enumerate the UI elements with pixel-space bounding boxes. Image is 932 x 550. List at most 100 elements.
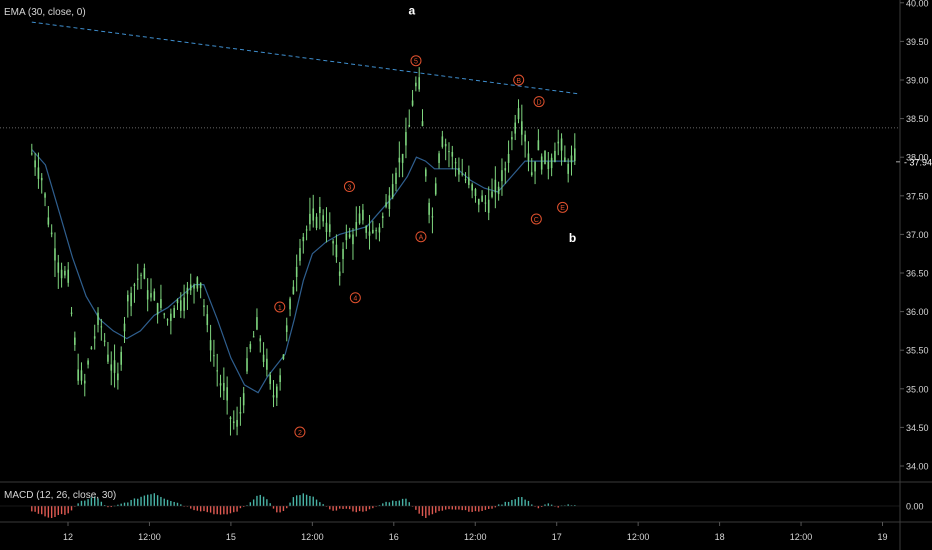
candle (269, 371, 271, 390)
macd-bar (504, 501, 506, 506)
candle (368, 214, 371, 250)
macd-bar (272, 506, 275, 509)
macd-bar (117, 504, 119, 506)
macd-bar (47, 506, 50, 518)
candle (146, 278, 149, 312)
candle (299, 238, 301, 266)
ema-line (31, 149, 575, 394)
macd-bar (524, 499, 526, 506)
candle (477, 198, 480, 213)
macd-bar (236, 506, 238, 512)
candle (156, 302, 159, 324)
candle (193, 283, 195, 304)
macd-bar (279, 506, 281, 513)
macd-bar (550, 504, 553, 506)
candle (385, 194, 387, 209)
x-tick-label: 15 (226, 532, 236, 542)
macd-bar (378, 505, 381, 506)
candle (259, 335, 262, 353)
candle (540, 153, 543, 175)
candle (309, 197, 311, 231)
candle (358, 205, 361, 225)
macd-bar (140, 496, 142, 506)
candle (166, 318, 169, 326)
macd-bar (34, 506, 36, 512)
macd-bar (276, 506, 278, 513)
candle (252, 330, 255, 338)
candle (176, 298, 179, 310)
wave-marker-circle (294, 426, 306, 438)
candle (395, 167, 397, 192)
wave-marker-circle (410, 55, 422, 67)
candle (74, 331, 76, 351)
candle (107, 342, 109, 364)
macd-bar (289, 502, 291, 506)
macd-bar (87, 499, 89, 506)
candle (511, 131, 513, 151)
x-tick-label: 12:00 (790, 532, 813, 542)
macd-bar (266, 499, 268, 506)
candle (521, 104, 523, 146)
candle (179, 292, 182, 318)
macd-bar (97, 498, 99, 506)
candle (285, 317, 288, 342)
candle (514, 114, 517, 141)
macd-bar (282, 506, 285, 511)
macd-bar (246, 505, 248, 506)
candle (411, 90, 414, 107)
macd-bar (90, 497, 93, 506)
macd-bar (190, 506, 192, 509)
macd-bar (193, 506, 195, 511)
macd-bar (54, 506, 56, 517)
macd-bar (57, 506, 59, 516)
candle (421, 109, 424, 127)
candle (249, 341, 252, 353)
macd-bar (120, 503, 122, 506)
candle (213, 339, 215, 367)
candle (64, 266, 66, 279)
candle (189, 273, 192, 295)
macd-bar (110, 506, 112, 508)
candle (77, 353, 79, 385)
candle (34, 152, 36, 176)
candle (97, 307, 99, 333)
candle (170, 308, 172, 335)
candle (40, 173, 43, 194)
candle (381, 212, 384, 228)
macd-bar (315, 499, 318, 506)
y-tick-label: 35.00 (906, 384, 929, 394)
macd-bar (256, 495, 258, 506)
candle (325, 207, 328, 243)
macd-bar (37, 506, 40, 514)
candle (372, 220, 374, 234)
candle (123, 316, 126, 343)
candle (458, 157, 460, 182)
candle (415, 76, 417, 92)
macd-bar (209, 506, 212, 513)
ema-legend[interactable]: EMA (30, close, 0) (4, 7, 86, 18)
candle (54, 232, 56, 277)
candle (44, 192, 46, 207)
candle (113, 344, 116, 388)
candle (276, 383, 278, 406)
macd-legend[interactable]: MACD (12, 26, close, 30) (4, 490, 117, 501)
macd-bar (173, 501, 175, 506)
candle (550, 153, 553, 177)
candle (160, 284, 162, 311)
candle (352, 228, 354, 260)
macd-bar (527, 500, 530, 506)
macd-bar (454, 506, 457, 510)
x-tick-label: 18 (715, 532, 725, 542)
x-tick-label: 12:00 (627, 532, 650, 542)
macd-bar (302, 493, 304, 506)
macd-bar (391, 500, 394, 506)
macd-bar (468, 506, 470, 512)
wave-marker-label: 2 (298, 430, 302, 437)
wave-marker-label: E (560, 205, 565, 212)
y-tick-label: 37.50 (906, 191, 929, 201)
candle (120, 346, 122, 371)
wave-marker-label: D (537, 99, 542, 106)
macd-bar (213, 506, 215, 515)
